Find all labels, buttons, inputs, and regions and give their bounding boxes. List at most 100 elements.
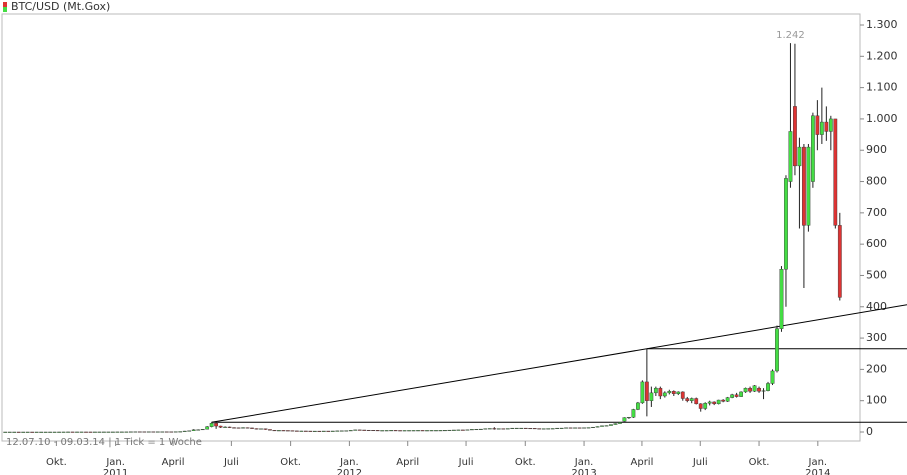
x-tick-label: Jan.: [808, 457, 828, 468]
candle-body: [721, 399, 726, 402]
candle-body: [79, 431, 84, 433]
year-label: 2013: [571, 468, 596, 475]
candle-body: [245, 427, 250, 429]
x-tick-label: April: [631, 457, 654, 468]
candle-body: [102, 431, 106, 433]
candle-body: [84, 431, 88, 433]
candle-body: [564, 427, 568, 429]
candle-body: [523, 427, 528, 429]
candle-body: [178, 431, 183, 433]
candle-body: [133, 431, 138, 433]
candle-body: [811, 115, 815, 182]
y-tick-label: 1.000: [866, 112, 898, 125]
candle-body: [371, 430, 376, 432]
candle-body: [128, 431, 133, 433]
candle-body: [146, 431, 151, 433]
candle-body: [447, 429, 452, 431]
candle-body: [622, 417, 627, 422]
candle-body: [259, 428, 263, 430]
legend-icon-up: [3, 7, 7, 12]
candle-body: [250, 427, 254, 429]
candle-body: [837, 225, 842, 298]
candle-body: [115, 431, 120, 433]
candle-body: [277, 430, 281, 432]
candle-body: [631, 409, 636, 418]
candle-body: [52, 431, 57, 433]
candle-body: [559, 427, 564, 429]
x-tick-label: Juli: [458, 457, 474, 468]
candle-body: [182, 430, 187, 432]
candle-body: [263, 428, 268, 430]
candle-body: [375, 430, 380, 432]
candle-body: [487, 428, 492, 430]
candle-body: [407, 430, 411, 432]
candle-body: [824, 121, 829, 132]
candle-body: [312, 430, 317, 432]
y-tick-label: 100: [866, 394, 887, 407]
candle-body: [97, 431, 102, 433]
candle-body: [532, 428, 537, 430]
candle-body: [528, 428, 533, 430]
y-tick-label: 300: [866, 331, 887, 344]
candle-body: [819, 121, 824, 135]
y-tick-label: 600: [866, 237, 887, 250]
candle-body: [775, 328, 779, 372]
candle-body: [106, 431, 111, 433]
candle-body: [321, 430, 326, 432]
candle-body: [833, 118, 838, 226]
x-tick-label: Okt.: [46, 457, 67, 468]
candle-body: [155, 431, 160, 433]
x-tick-label: Jan.: [574, 457, 594, 468]
candle-body: [685, 398, 690, 401]
candle-body: [120, 431, 124, 433]
candle-body: [160, 431, 165, 433]
candle-body: [402, 430, 407, 432]
candle-body: [236, 427, 241, 429]
candle-body: [680, 391, 685, 399]
candle-body: [752, 385, 757, 392]
candle-body: [591, 426, 595, 428]
peak-label: 1.242: [776, 30, 805, 41]
candle-body: [12, 431, 17, 433]
x-tick-label: Jan.: [339, 457, 359, 468]
candle-body: [241, 427, 245, 429]
candle-body: [703, 402, 708, 409]
candle-body: [3, 431, 8, 433]
candle-body: [586, 427, 591, 429]
candle-body: [308, 430, 313, 432]
candle-body: [151, 431, 156, 433]
candle-body: [39, 431, 44, 433]
candle-body: [465, 429, 470, 431]
candle-body: [698, 403, 703, 409]
candle-body: [784, 178, 788, 270]
candle-body: [124, 431, 129, 433]
y-tick-label: 0: [866, 425, 873, 438]
candle-body: [573, 427, 577, 429]
candle-body: [577, 427, 582, 429]
candle-body: [636, 402, 640, 410]
candle-body: [254, 428, 259, 430]
candle-body: [299, 430, 304, 432]
candle-body: [232, 427, 236, 429]
candle-body: [223, 426, 227, 428]
candle-body: [438, 430, 443, 432]
candle-body: [600, 425, 604, 427]
candle-body: [75, 431, 79, 433]
candle-body: [380, 430, 385, 432]
candle-body: [366, 429, 371, 431]
candle-body: [815, 115, 820, 135]
candle-body: [806, 146, 811, 226]
candle-body: [429, 430, 434, 432]
candle-body: [164, 431, 169, 433]
candle-body: [88, 431, 93, 433]
candle-body: [393, 430, 398, 432]
candle-body: [627, 417, 631, 419]
candle-body: [7, 431, 12, 433]
y-tick-label: 700: [866, 206, 887, 219]
x-tick-label: Juli: [223, 457, 239, 468]
candle-body: [16, 431, 21, 433]
candle-body: [779, 269, 784, 329]
candle-body: [604, 425, 609, 427]
candle-body: [290, 430, 295, 432]
candle-body: [227, 426, 232, 428]
